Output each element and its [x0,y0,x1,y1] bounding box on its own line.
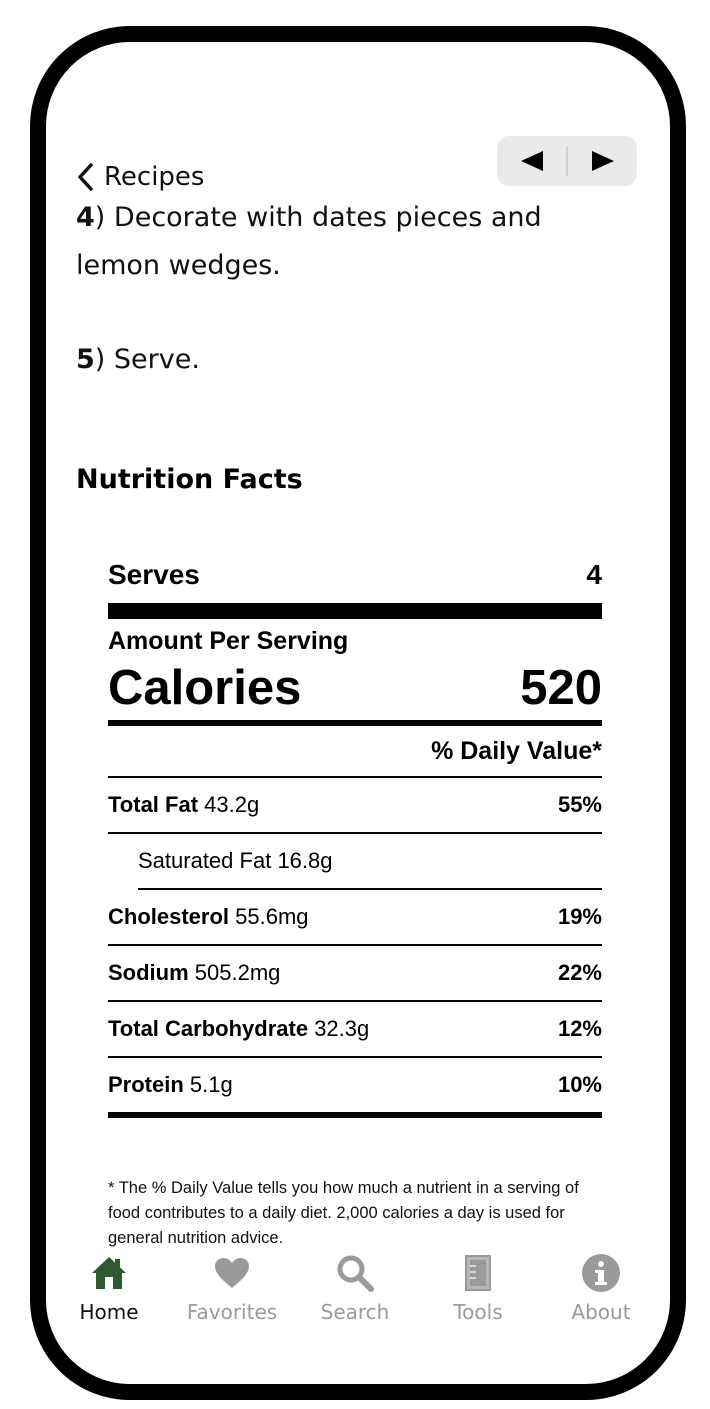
triangle-left-icon [520,151,543,171]
nutrient-percent: 19% [557,904,602,929]
nutrient-percent: 22% [557,960,602,985]
home-icon [88,1252,130,1294]
nutrient-name: Total Fat [108,792,199,817]
tab-label: About [571,1300,631,1324]
nutrient-percent: 10% [557,1072,602,1097]
step-number: 4 [76,202,95,233]
nutrient-name: Protein [108,1072,184,1097]
nutrient-percent: 55% [557,792,602,817]
back-label: Recipes [104,162,205,192]
daily-value-header: % Daily Value* [108,726,602,778]
nutrient-amount: 43.2g [204,792,260,817]
step-number: 5 [76,344,95,375]
divider-thick [108,603,602,619]
next-button[interactable] [568,136,637,186]
nutrient-amount: 32.3g [314,1016,370,1041]
tab-tools[interactable]: Tools [423,1252,533,1324]
nutrient-amount: 505.2mg [194,960,281,985]
step-5: 5) Serve. [76,336,596,384]
nutrient-row: Cholesterol 55.6mg 19% [108,890,602,946]
step-navigation [497,136,637,186]
tab-label: Favorites [186,1300,278,1324]
nutrition-heading: Nutrition Facts [76,464,303,495]
nutrient-row: Total Fat 43.2g 55% [108,778,602,834]
nutrient-amount: 5.1g [189,1072,233,1097]
tab-about[interactable]: About [546,1252,656,1324]
nutrition-label: Serves 4 Amount Per Serving Calories 520… [108,547,602,1118]
serves-label: Serves [108,559,200,590]
info-icon [580,1252,622,1294]
step-text: ) Serve. [94,344,200,375]
nutrient-row: Protein 5.1g 10% [108,1058,602,1112]
tools-icon [457,1252,499,1294]
daily-value-footnote: * The % Daily Value tells you how much a… [108,1179,579,1247]
step-text: ) Decorate with dates pieces and lemon w… [76,202,542,281]
step-4: 4) Decorate with dates pieces and lemon … [76,194,596,290]
calories-label: Calories [108,661,302,715]
calories-row: Calories 520 [108,656,602,720]
serves-value: 4 [586,559,602,590]
nutrient-amount: 16.8g [277,848,333,873]
tab-search[interactable]: Search [300,1252,410,1324]
nutrient-name: Sodium [108,960,189,985]
nutrient-name: Total Carbohydrate [108,1016,309,1041]
serves-row: Serves 4 [108,547,602,603]
nutrient-row: Total Carbohydrate 32.3g 12% [108,1002,602,1058]
divider-medium [108,720,602,726]
tab-label: Search [320,1300,390,1324]
search-icon [334,1252,376,1294]
nutrient-amount: 55.6mg [235,904,309,929]
calories-value: 520 [520,661,602,715]
nutrient-row: Sodium 505.2mg 22% [108,946,602,1002]
tab-label: Tools [453,1300,503,1324]
daily-value-label: % Daily Value* [431,736,602,765]
nutrient-percent: 12% [557,1016,602,1041]
previous-button[interactable] [497,136,566,186]
nav-divider [566,146,568,176]
tab-home[interactable]: Home [54,1252,164,1324]
triangle-right-icon [591,151,614,171]
tab-favorites[interactable]: Favorites [177,1252,287,1324]
heart-icon [211,1252,253,1294]
tab-label: Home [79,1300,139,1324]
nutrient-row-sub: Saturated Fat 16.8g [138,834,602,890]
divider-medium [108,1112,602,1118]
back-button[interactable]: Recipes [76,155,204,199]
amount-per-serving: Amount Per Serving [108,627,349,655]
nutrient-name: Cholesterol [108,904,230,929]
nutrient-name: Saturated Fat [138,848,272,873]
chevron-left-icon [78,163,93,191]
phone-frame: Recipes 4) Decorate with dates pieces an… [30,26,686,1400]
